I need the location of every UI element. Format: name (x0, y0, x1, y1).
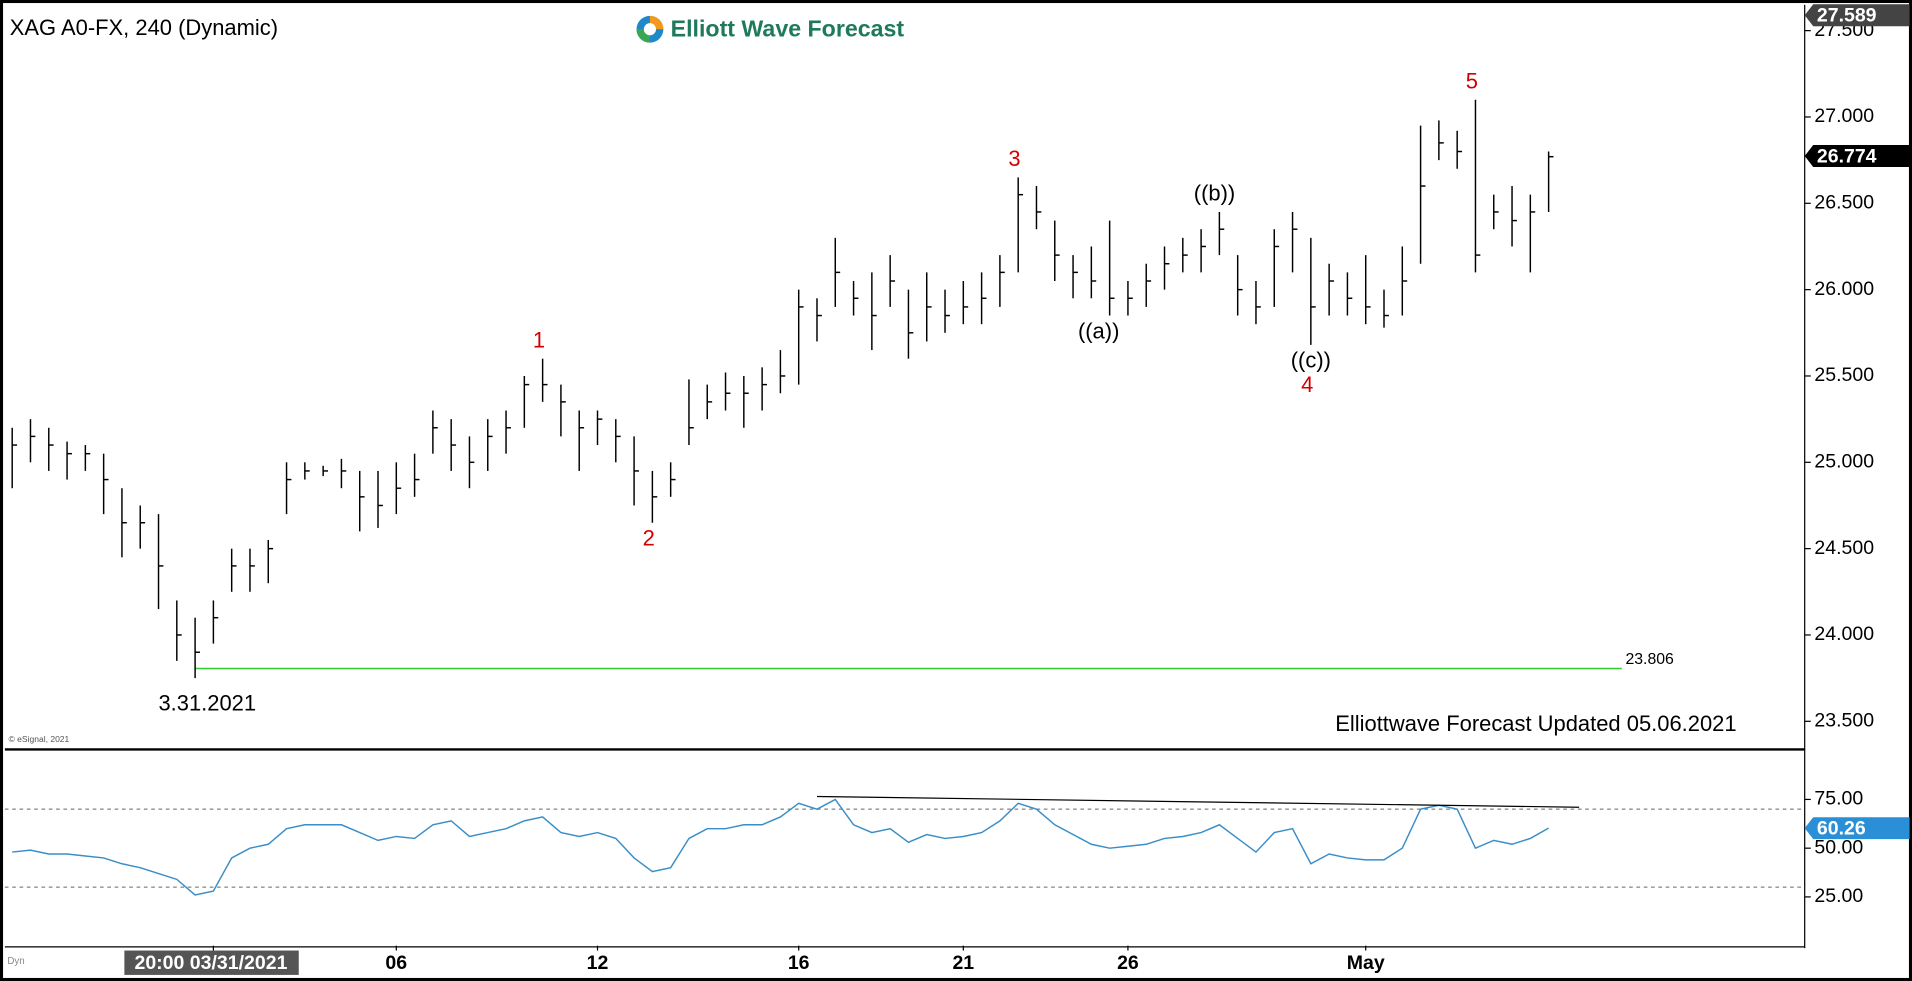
y-tick-label: 25.500 (1814, 364, 1874, 386)
wave-label: 3 (1008, 146, 1020, 171)
x-tick-label: 26 (1117, 952, 1139, 974)
wave-label: 2 (643, 526, 655, 551)
y-tick-label: 50.00 (1814, 836, 1863, 858)
x-tick-label: May (1347, 952, 1385, 974)
x-tick-label: 20:00 03/31/2021 (134, 952, 287, 974)
logo: Elliott Wave Forecast (636, 16, 905, 43)
x-label-box (124, 950, 299, 975)
corrective-label: ((c)) (1291, 348, 1331, 373)
corner-label: Dyn (7, 956, 24, 967)
rsi-line (12, 798, 1549, 896)
y-tick-label: 25.000 (1814, 450, 1874, 472)
low-date: 3.31.2021 (158, 691, 256, 716)
copyright: © eSignal, 2021 (9, 734, 70, 744)
x-tick-label: 06 (385, 952, 407, 974)
last-rsi-box (1804, 817, 1910, 840)
last-price: 26.774 (1817, 145, 1877, 167)
y-tick-label: 27.000 (1814, 105, 1874, 127)
last-rsi: 60.26 (1817, 818, 1866, 840)
corrective-label: ((b)) (1194, 181, 1235, 206)
y-tick-label: 25.00 (1814, 885, 1863, 907)
y-tick-label: 26.500 (1814, 191, 1874, 213)
top-price: 27.589 (1817, 5, 1877, 27)
y-tick-label: 75.00 (1814, 788, 1863, 810)
chart-title: XAG A0-FX, 240 (Dynamic) (10, 15, 278, 40)
y-tick-label: 24.000 (1814, 623, 1874, 645)
rsi-trendline (816, 795, 1580, 808)
logo-icon (643, 23, 657, 36)
x-tick-label: 16 (788, 952, 810, 974)
y-tick-label: 24.500 (1814, 537, 1874, 559)
last-price-box (1804, 145, 1910, 167)
y-tick-label: 26.000 (1814, 278, 1874, 300)
brand: Elliott Wave Forecast (671, 16, 905, 42)
update-note: Elliottwave Forecast Updated 05.06.2021 (1335, 711, 1736, 736)
x-tick-label: 12 (587, 952, 609, 974)
wave-label: 5 (1466, 68, 1478, 93)
top-price-box (1804, 4, 1910, 27)
x-tick-label: 21 (952, 952, 974, 974)
y-tick-label: 23.500 (1814, 709, 1874, 731)
wave-label: 4 (1301, 372, 1313, 397)
support-label: 23.806 (1625, 651, 1674, 668)
wave-label: 1 (533, 327, 545, 352)
corrective-label: ((a)) (1078, 318, 1119, 343)
